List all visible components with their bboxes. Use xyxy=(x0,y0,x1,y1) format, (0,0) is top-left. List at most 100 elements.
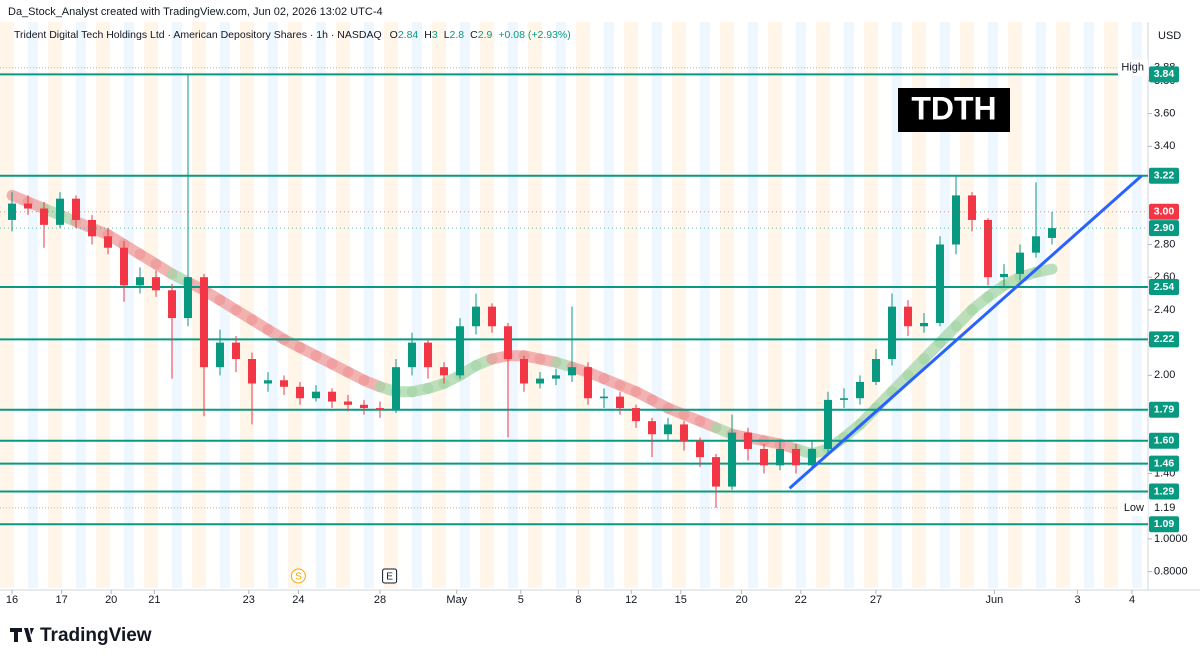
y-tick-label: 3.40 xyxy=(1154,140,1175,152)
level-label: 1.79 xyxy=(1154,403,1175,415)
candle-body xyxy=(232,342,240,359)
level-label: 1.29 xyxy=(1154,485,1175,497)
extreme-box xyxy=(1118,499,1148,516)
candle-body xyxy=(312,391,320,399)
level-label-box xyxy=(1149,483,1179,500)
candle-body xyxy=(824,399,832,449)
candle-body xyxy=(280,380,288,387)
legend-ohlc-value: 3 xyxy=(432,29,438,41)
candle-body xyxy=(712,457,720,487)
level-label-box xyxy=(1149,455,1179,472)
candle-body xyxy=(936,244,944,323)
candle-body xyxy=(120,247,128,286)
price-tag-box xyxy=(1149,203,1179,220)
x-tick-label: 23 xyxy=(243,594,255,606)
y-tick-label: 2.00 xyxy=(1154,369,1175,381)
moving-average xyxy=(1030,263,1058,278)
candle-body xyxy=(104,236,112,248)
candle-body xyxy=(200,277,208,368)
x-tick-label: May xyxy=(446,594,467,606)
x-tick-label: 28 xyxy=(374,594,386,606)
level-label-box xyxy=(1149,401,1179,418)
legend-change: +0.08 (+2.93%) xyxy=(498,29,570,41)
event-marker xyxy=(290,568,306,584)
event-marker xyxy=(382,568,398,584)
x-tick-label: 20 xyxy=(105,594,117,606)
candle-body xyxy=(296,386,304,399)
candle-body xyxy=(648,421,656,435)
level-label: 1.09 xyxy=(1154,518,1175,530)
candle-body xyxy=(904,306,912,327)
level-label: 2.22 xyxy=(1154,333,1175,345)
candle-body xyxy=(424,342,432,368)
level-label: 1.60 xyxy=(1154,435,1175,447)
x-tick-label: 16 xyxy=(6,594,18,606)
candle-body xyxy=(1048,228,1056,238)
y-tick-label: 0.8000 xyxy=(1154,566,1188,578)
currency: USD xyxy=(1158,30,1181,42)
x-tick-label: 22 xyxy=(795,594,807,606)
candle-body xyxy=(856,381,864,399)
brand: TradingView xyxy=(40,625,152,646)
candle-body xyxy=(680,424,688,441)
legend-ohlc-value: 2.9 xyxy=(478,29,493,41)
level-label-box xyxy=(1149,167,1179,184)
candle-body xyxy=(264,380,272,384)
candle-body xyxy=(472,306,480,327)
candle-body xyxy=(184,277,192,319)
candle-body xyxy=(344,401,352,405)
legend: Trident Digital Tech Holdings Ltd · Amer… xyxy=(14,29,571,41)
candle-body xyxy=(920,322,928,327)
candle-body xyxy=(792,448,800,466)
legend-ohlc-label: O xyxy=(390,29,398,41)
extreme-box xyxy=(1118,59,1148,76)
candle-body xyxy=(216,342,224,368)
level-label: 1.46 xyxy=(1154,457,1175,469)
candle-body xyxy=(248,358,256,384)
credit: Da_Stock_Analyst created with TradingVie… xyxy=(8,6,383,18)
candle-body xyxy=(968,195,976,220)
candle-body xyxy=(72,198,80,220)
level-label: 2.54 xyxy=(1154,281,1175,293)
x-tick-label: Jun xyxy=(986,594,1004,606)
extreme-name: High xyxy=(1121,62,1144,74)
candle-body xyxy=(760,448,768,466)
extreme-name: Low xyxy=(1124,502,1144,514)
candle-body xyxy=(392,367,400,410)
level-label-box xyxy=(1149,331,1179,348)
candle-body xyxy=(584,367,592,399)
candle-body xyxy=(136,277,144,286)
level-label: 3.84 xyxy=(1154,68,1175,80)
candle-body xyxy=(376,408,384,410)
candle-body xyxy=(872,358,880,382)
x-tick-label: 20 xyxy=(735,594,747,606)
y-tick-label: 2.40 xyxy=(1154,304,1175,316)
event-label: E xyxy=(386,572,393,583)
candle-body xyxy=(808,448,816,466)
x-tick-label: 4 xyxy=(1129,594,1135,606)
price-tag: 2.90 xyxy=(1154,222,1175,234)
x-tick-label: 3 xyxy=(1075,594,1081,606)
candle-body xyxy=(40,208,48,225)
candle-body xyxy=(152,277,160,291)
candle-body xyxy=(536,378,544,384)
annotation-box xyxy=(898,88,1010,132)
candle-body xyxy=(488,306,496,327)
candle-body xyxy=(840,398,848,400)
legend-ohlc-label: H xyxy=(424,29,432,41)
trend-line xyxy=(788,174,1143,490)
x-tick-label: 15 xyxy=(675,594,687,606)
candle-body xyxy=(456,326,464,376)
y-tick-label: 2.80 xyxy=(1154,238,1175,250)
level-label-box xyxy=(1149,432,1179,449)
price-tag: 3.00 xyxy=(1154,206,1175,218)
level-label-box xyxy=(1149,279,1179,296)
candle-body xyxy=(360,404,368,409)
candle-body xyxy=(728,432,736,487)
candle-body xyxy=(24,203,32,209)
candle-body xyxy=(568,367,576,376)
x-tick-label: 5 xyxy=(518,594,524,606)
legend-ohlc-label: C xyxy=(470,29,478,41)
